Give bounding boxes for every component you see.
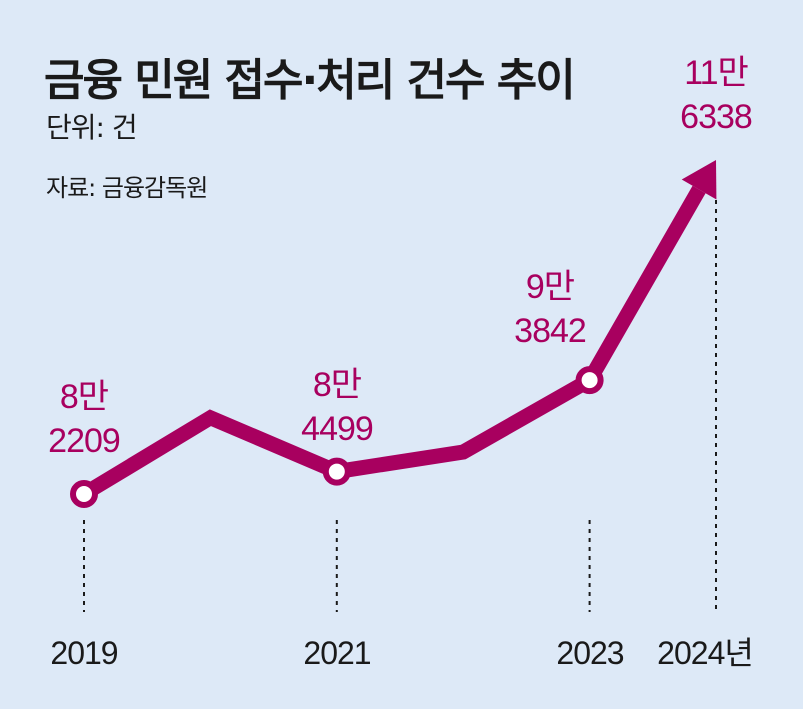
- data-label-2023-top: 9만: [526, 268, 575, 306]
- x-tick-label: 2023: [556, 635, 623, 671]
- x-tick-label: 2024년: [657, 635, 753, 671]
- x-tick-label: 2021: [303, 635, 370, 671]
- source-label: 자료: 금융감독원: [46, 174, 208, 202]
- series-line: [80, 185, 706, 501]
- data-label-2021-bottom: 4499: [301, 410, 373, 448]
- data-label-2024-bottom: 6338: [680, 98, 752, 136]
- data-point-2023: [575, 366, 604, 395]
- data-point-2021: [322, 457, 351, 486]
- data-label-2024-top: 11만: [684, 54, 748, 92]
- unit-label: 단위: 건: [46, 111, 138, 144]
- data-label-2019-top: 8만: [60, 378, 109, 416]
- data-label-2019-bottom: 2209: [48, 422, 120, 460]
- arrow-head: [681, 160, 717, 200]
- data-label-2023-bottom: 3842: [514, 312, 586, 350]
- x-tick-label: 2019: [50, 635, 117, 671]
- data-point-2019: [70, 480, 98, 508]
- chart-title: 금융 민원 접수·처리 건수 추이: [44, 55, 576, 106]
- data-label-2021-top: 8만: [313, 366, 362, 404]
